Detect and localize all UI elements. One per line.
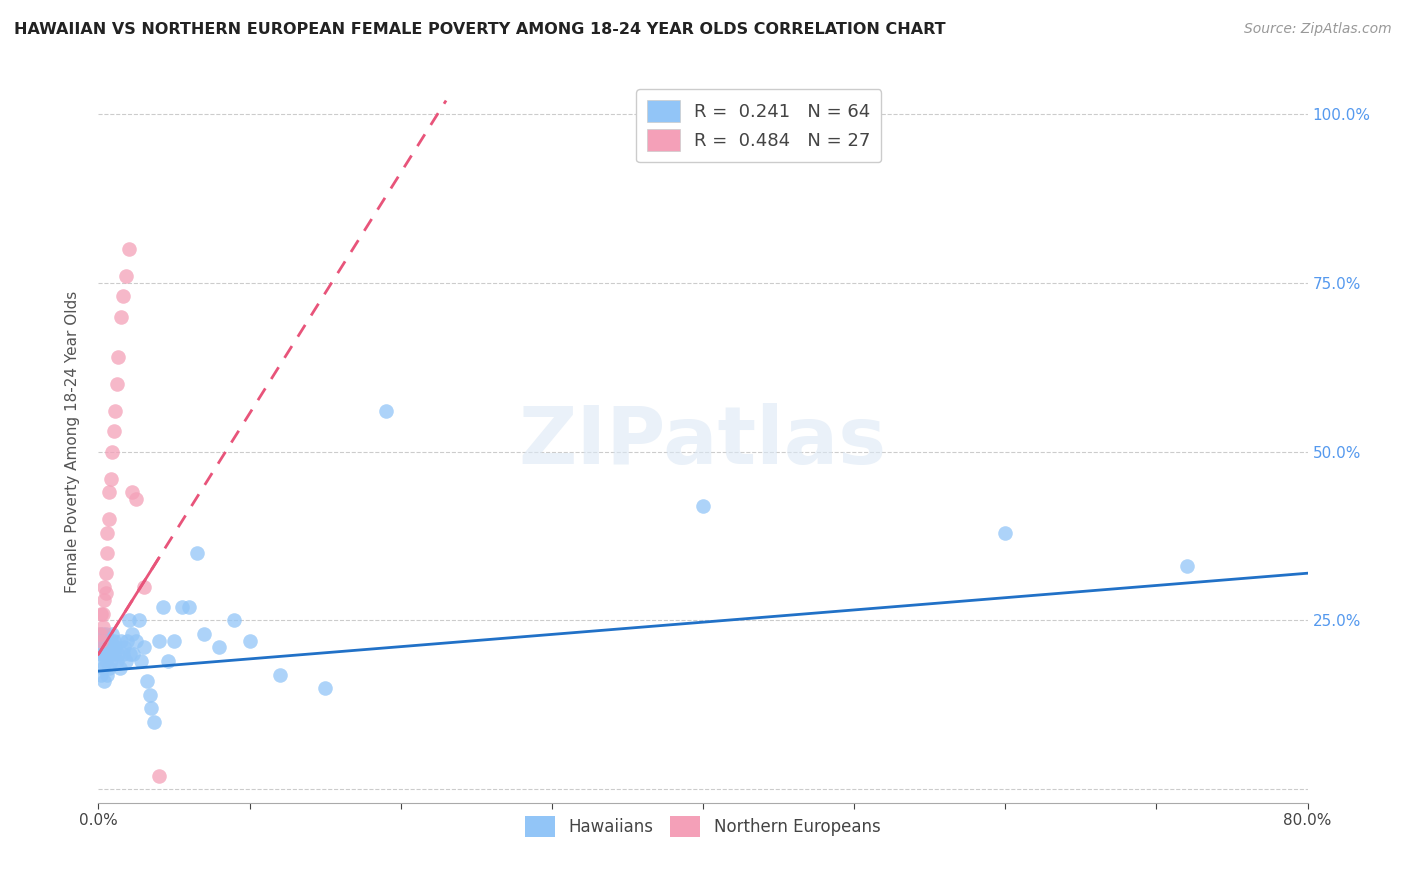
Point xyxy=(125,633,148,648)
Point xyxy=(111,647,134,661)
Point xyxy=(100,633,122,648)
Text: ZIPatlas: ZIPatlas xyxy=(519,402,887,481)
Point xyxy=(129,654,152,668)
Legend: Hawaiians, Northern Europeans: Hawaiians, Northern Europeans xyxy=(517,808,889,845)
Point xyxy=(91,620,114,634)
Point xyxy=(89,627,111,641)
Point xyxy=(89,627,111,641)
Point xyxy=(111,289,134,303)
Point xyxy=(94,640,117,655)
Point xyxy=(94,627,117,641)
Text: Source: ZipAtlas.com: Source: ZipAtlas.com xyxy=(1244,22,1392,37)
Point xyxy=(94,566,117,581)
Point xyxy=(93,580,115,594)
Point xyxy=(110,310,132,324)
Point xyxy=(186,546,208,560)
Point xyxy=(114,269,136,284)
Point xyxy=(90,607,112,621)
Point xyxy=(100,654,122,668)
Point xyxy=(94,654,117,668)
Point xyxy=(96,647,118,661)
Point xyxy=(224,614,246,628)
Point xyxy=(91,607,114,621)
Point xyxy=(90,633,112,648)
Point xyxy=(101,640,124,655)
Point xyxy=(91,661,114,675)
Point xyxy=(104,640,127,655)
Point xyxy=(105,377,128,392)
Point xyxy=(89,654,111,668)
Point xyxy=(125,491,148,506)
Point xyxy=(994,525,1017,540)
Point xyxy=(374,404,396,418)
Point xyxy=(103,647,125,661)
Point xyxy=(91,640,114,655)
Point xyxy=(1175,559,1198,574)
Point xyxy=(156,654,179,668)
Point xyxy=(152,599,174,614)
Point xyxy=(103,425,125,439)
Point xyxy=(93,593,115,607)
Point xyxy=(132,580,155,594)
Point xyxy=(122,647,145,661)
Point xyxy=(141,701,163,715)
Point xyxy=(179,599,201,614)
Point xyxy=(110,633,132,648)
Point xyxy=(96,633,118,648)
Point xyxy=(93,674,115,689)
Point xyxy=(107,647,129,661)
Point xyxy=(98,640,121,655)
Point xyxy=(269,667,291,681)
Point xyxy=(107,350,129,364)
Point xyxy=(98,512,121,526)
Point xyxy=(90,667,112,681)
Point xyxy=(114,654,136,668)
Point xyxy=(208,640,231,655)
Point xyxy=(98,661,121,675)
Point xyxy=(100,472,122,486)
Point xyxy=(93,633,115,648)
Point xyxy=(239,633,262,648)
Point xyxy=(93,647,115,661)
Point xyxy=(98,485,121,500)
Point xyxy=(104,404,127,418)
Point xyxy=(118,614,141,628)
Point xyxy=(148,633,170,648)
Point xyxy=(314,681,336,695)
Point xyxy=(132,640,155,655)
Point xyxy=(101,444,124,458)
Point xyxy=(103,633,125,648)
Y-axis label: Female Poverty Among 18-24 Year Olds: Female Poverty Among 18-24 Year Olds xyxy=(65,291,80,592)
Point xyxy=(96,667,118,681)
Point xyxy=(105,654,128,668)
Point xyxy=(135,674,157,689)
Point xyxy=(121,485,143,500)
Point xyxy=(94,586,117,600)
Point xyxy=(91,627,114,641)
Point xyxy=(101,627,124,641)
Point xyxy=(112,640,135,655)
Point xyxy=(120,647,142,661)
Point xyxy=(115,633,138,648)
Point xyxy=(139,688,162,702)
Point xyxy=(98,647,121,661)
Point xyxy=(96,546,118,560)
Text: HAWAIIAN VS NORTHERN EUROPEAN FEMALE POVERTY AMONG 18-24 YEAR OLDS CORRELATION C: HAWAIIAN VS NORTHERN EUROPEAN FEMALE POV… xyxy=(14,22,946,37)
Point xyxy=(163,633,186,648)
Point xyxy=(90,647,112,661)
Point xyxy=(90,633,112,648)
Point xyxy=(692,499,714,513)
Point xyxy=(128,614,150,628)
Point xyxy=(118,242,141,256)
Point xyxy=(170,599,193,614)
Point xyxy=(121,627,143,641)
Point xyxy=(148,769,170,783)
Point xyxy=(193,627,215,641)
Point xyxy=(108,661,131,675)
Point xyxy=(143,714,166,729)
Point xyxy=(96,525,118,540)
